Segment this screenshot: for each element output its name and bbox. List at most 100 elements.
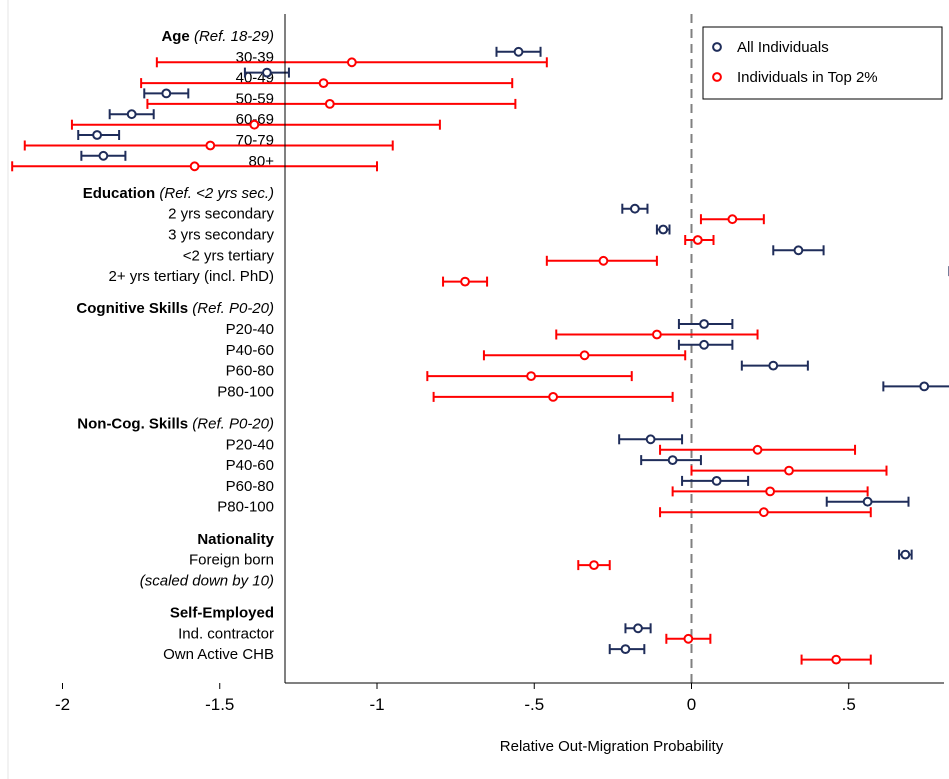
legend-label: All Individuals (737, 39, 829, 56)
point-estimate-all (793, 245, 804, 256)
row-sublabel: (scaled down by 10) (140, 572, 274, 589)
legend-marker (712, 42, 722, 52)
estimate-top (70, 119, 441, 130)
estimate-all (882, 381, 949, 392)
row-label: P40-60 (226, 342, 274, 359)
group-reference: (Ref. P0-20) (192, 416, 274, 433)
row-label: 3 yrs secondary (168, 227, 274, 244)
point-estimate-top (189, 161, 200, 172)
row-label: P60-80 (226, 363, 274, 380)
estimate-all (655, 224, 671, 235)
row-label: P60-80 (226, 478, 274, 495)
estimate-top (577, 560, 611, 571)
point-estimate-top (683, 633, 694, 644)
row-label: Own Active CHB (163, 646, 274, 663)
estimate-top (482, 350, 687, 361)
point-estimate-top (205, 140, 216, 151)
row-label: P20-40 (226, 321, 274, 338)
point-estimate-top (589, 560, 599, 570)
legend-label: Individuals in Top 2% (737, 69, 878, 86)
point-estimate-top (598, 255, 609, 266)
row-label: P40-60 (226, 457, 274, 474)
point-estimate-all (262, 67, 272, 78)
group-reference: (Ref. P0-20) (192, 300, 274, 317)
x-tick-label: -2 (55, 695, 70, 714)
group-heading-text: Nationality (197, 531, 274, 548)
group-heading: Non-Cog. Skills (Ref. P0-20) (77, 416, 274, 433)
x-tick-label: -1.5 (205, 695, 234, 714)
estimate-top (545, 255, 658, 266)
point-estimate-all (919, 381, 930, 392)
x-axis-title: Relative Out-Migration Probability (500, 738, 724, 755)
estimate-top (155, 57, 548, 68)
point-estimate-top (692, 235, 703, 245)
legend-marker (712, 72, 722, 82)
point-estimate-top (548, 392, 559, 402)
estimate-all (898, 549, 913, 560)
estimate-top (690, 465, 888, 476)
point-estimate-all (620, 644, 631, 654)
row-label: Ind. contractor (178, 625, 274, 642)
estimate-all (80, 150, 127, 161)
estimate-all (640, 455, 702, 466)
estimate-all (143, 88, 190, 99)
group-heading: Education (Ref. <2 yrs sec.) (83, 185, 274, 202)
point-estimate-top (526, 371, 537, 382)
estimate-top (11, 161, 378, 172)
estimate-top (146, 98, 517, 109)
point-estimate-top (324, 99, 335, 109)
group-heading-text: Age (161, 28, 189, 45)
estimate-all (677, 339, 734, 350)
point-estimate-all (633, 623, 643, 634)
point-estimate-top (579, 350, 590, 361)
estimate-top (659, 507, 872, 518)
point-estimate-all (98, 150, 109, 161)
group-heading: Cognitive Skills (Ref. P0-20) (76, 300, 274, 317)
row-label: 2 yrs secondary (168, 206, 274, 223)
row-label: 2+ yrs tertiary (incl. PhD) (109, 268, 274, 285)
estimate-top (432, 391, 674, 402)
row-label: Foreign born (189, 552, 274, 569)
group-reference: (Ref. 18-29) (194, 28, 274, 45)
point-estimate-all (862, 496, 873, 507)
estimate-all (243, 67, 290, 78)
point-estimate-top (752, 444, 763, 455)
point-estimate-all (161, 88, 172, 99)
row-labels: Age (Ref. 18-29) Education (Ref. <2 yrs s… (76, 28, 274, 663)
estimate-top (671, 486, 869, 497)
row-label: P80-100 (217, 499, 274, 516)
estimate-top (659, 444, 857, 455)
point-estimate-top (784, 465, 794, 476)
estimate-all (772, 245, 825, 256)
x-tick-label: .5 (842, 695, 856, 714)
x-tick-label: 0 (687, 695, 696, 714)
group-reference: (Ref. <2 yrs sec.) (159, 185, 274, 202)
group-heading-text: Self-Employed (170, 605, 274, 622)
point-estimate-all (629, 203, 640, 214)
point-estimate-top (831, 654, 842, 665)
point-estimate-all (126, 109, 137, 120)
point-estimate-top (765, 486, 776, 497)
point-estimate-top (758, 507, 769, 518)
point-estimate-all (667, 455, 678, 466)
point-estimate-top (249, 119, 260, 130)
estimate-all (621, 203, 649, 214)
group-heading: Self-Employed (170, 605, 274, 622)
legend-box (702, 26, 943, 100)
estimate-top (442, 276, 489, 287)
x-tick-label: -.5 (524, 695, 544, 714)
point-estimate-all (699, 319, 709, 329)
point-estimate-all (699, 339, 709, 350)
point-estimate-top (318, 78, 329, 88)
estimate-all (495, 46, 542, 57)
estimate-all (108, 109, 155, 120)
legend: All Individuals Individuals in Top 2% (702, 26, 943, 100)
estimate-all (740, 360, 809, 371)
row-label: P80-100 (217, 383, 274, 400)
group-heading: Nationality (197, 531, 274, 548)
estimate-top (800, 654, 872, 665)
estimate-all (677, 319, 734, 329)
